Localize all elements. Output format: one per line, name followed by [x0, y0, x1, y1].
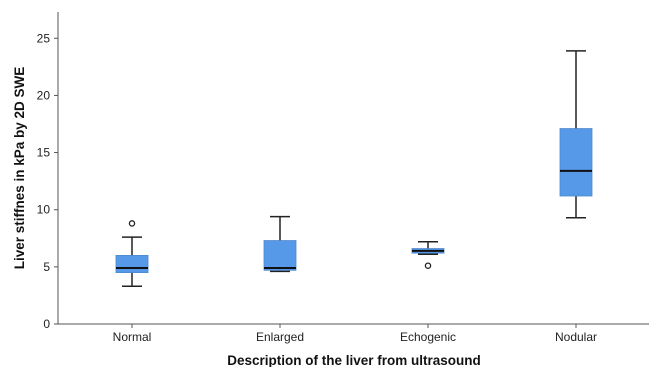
x-axis-title: Description of the liver from ultrasound	[227, 353, 481, 367]
iqr-box	[263, 240, 297, 271]
box-normal	[115, 220, 149, 288]
x-tick-label: Nodular	[555, 330, 597, 344]
box-echogenic	[411, 240, 445, 269]
y-tick-label: 5	[43, 260, 50, 274]
y-tick-label: 20	[37, 88, 51, 102]
iqr-box	[559, 128, 593, 197]
y-tick-label: 0	[43, 317, 50, 331]
iqr-box	[115, 255, 149, 273]
outlier-point	[128, 220, 136, 227]
box-enlarged	[263, 215, 297, 273]
axes	[57, 12, 649, 325]
box-nodular	[559, 50, 593, 219]
y-axis-title: Liver stiffnes in kPa by 2D SWE	[12, 67, 27, 270]
y-tick-label: 25	[37, 31, 51, 45]
y-ticks: 0 5 10 15 20 25	[37, 31, 58, 331]
x-tick-label: Enlarged	[256, 330, 304, 344]
box-series	[115, 50, 593, 288]
y-tick-label: 15	[37, 146, 51, 160]
y-tick-label: 10	[37, 203, 51, 217]
outlier-point	[424, 262, 432, 269]
x-ticks: Normal Enlarged Echogenic Nodular	[113, 324, 597, 344]
x-tick-label: Normal	[113, 330, 152, 344]
x-tick-label: Echogenic	[400, 330, 456, 344]
